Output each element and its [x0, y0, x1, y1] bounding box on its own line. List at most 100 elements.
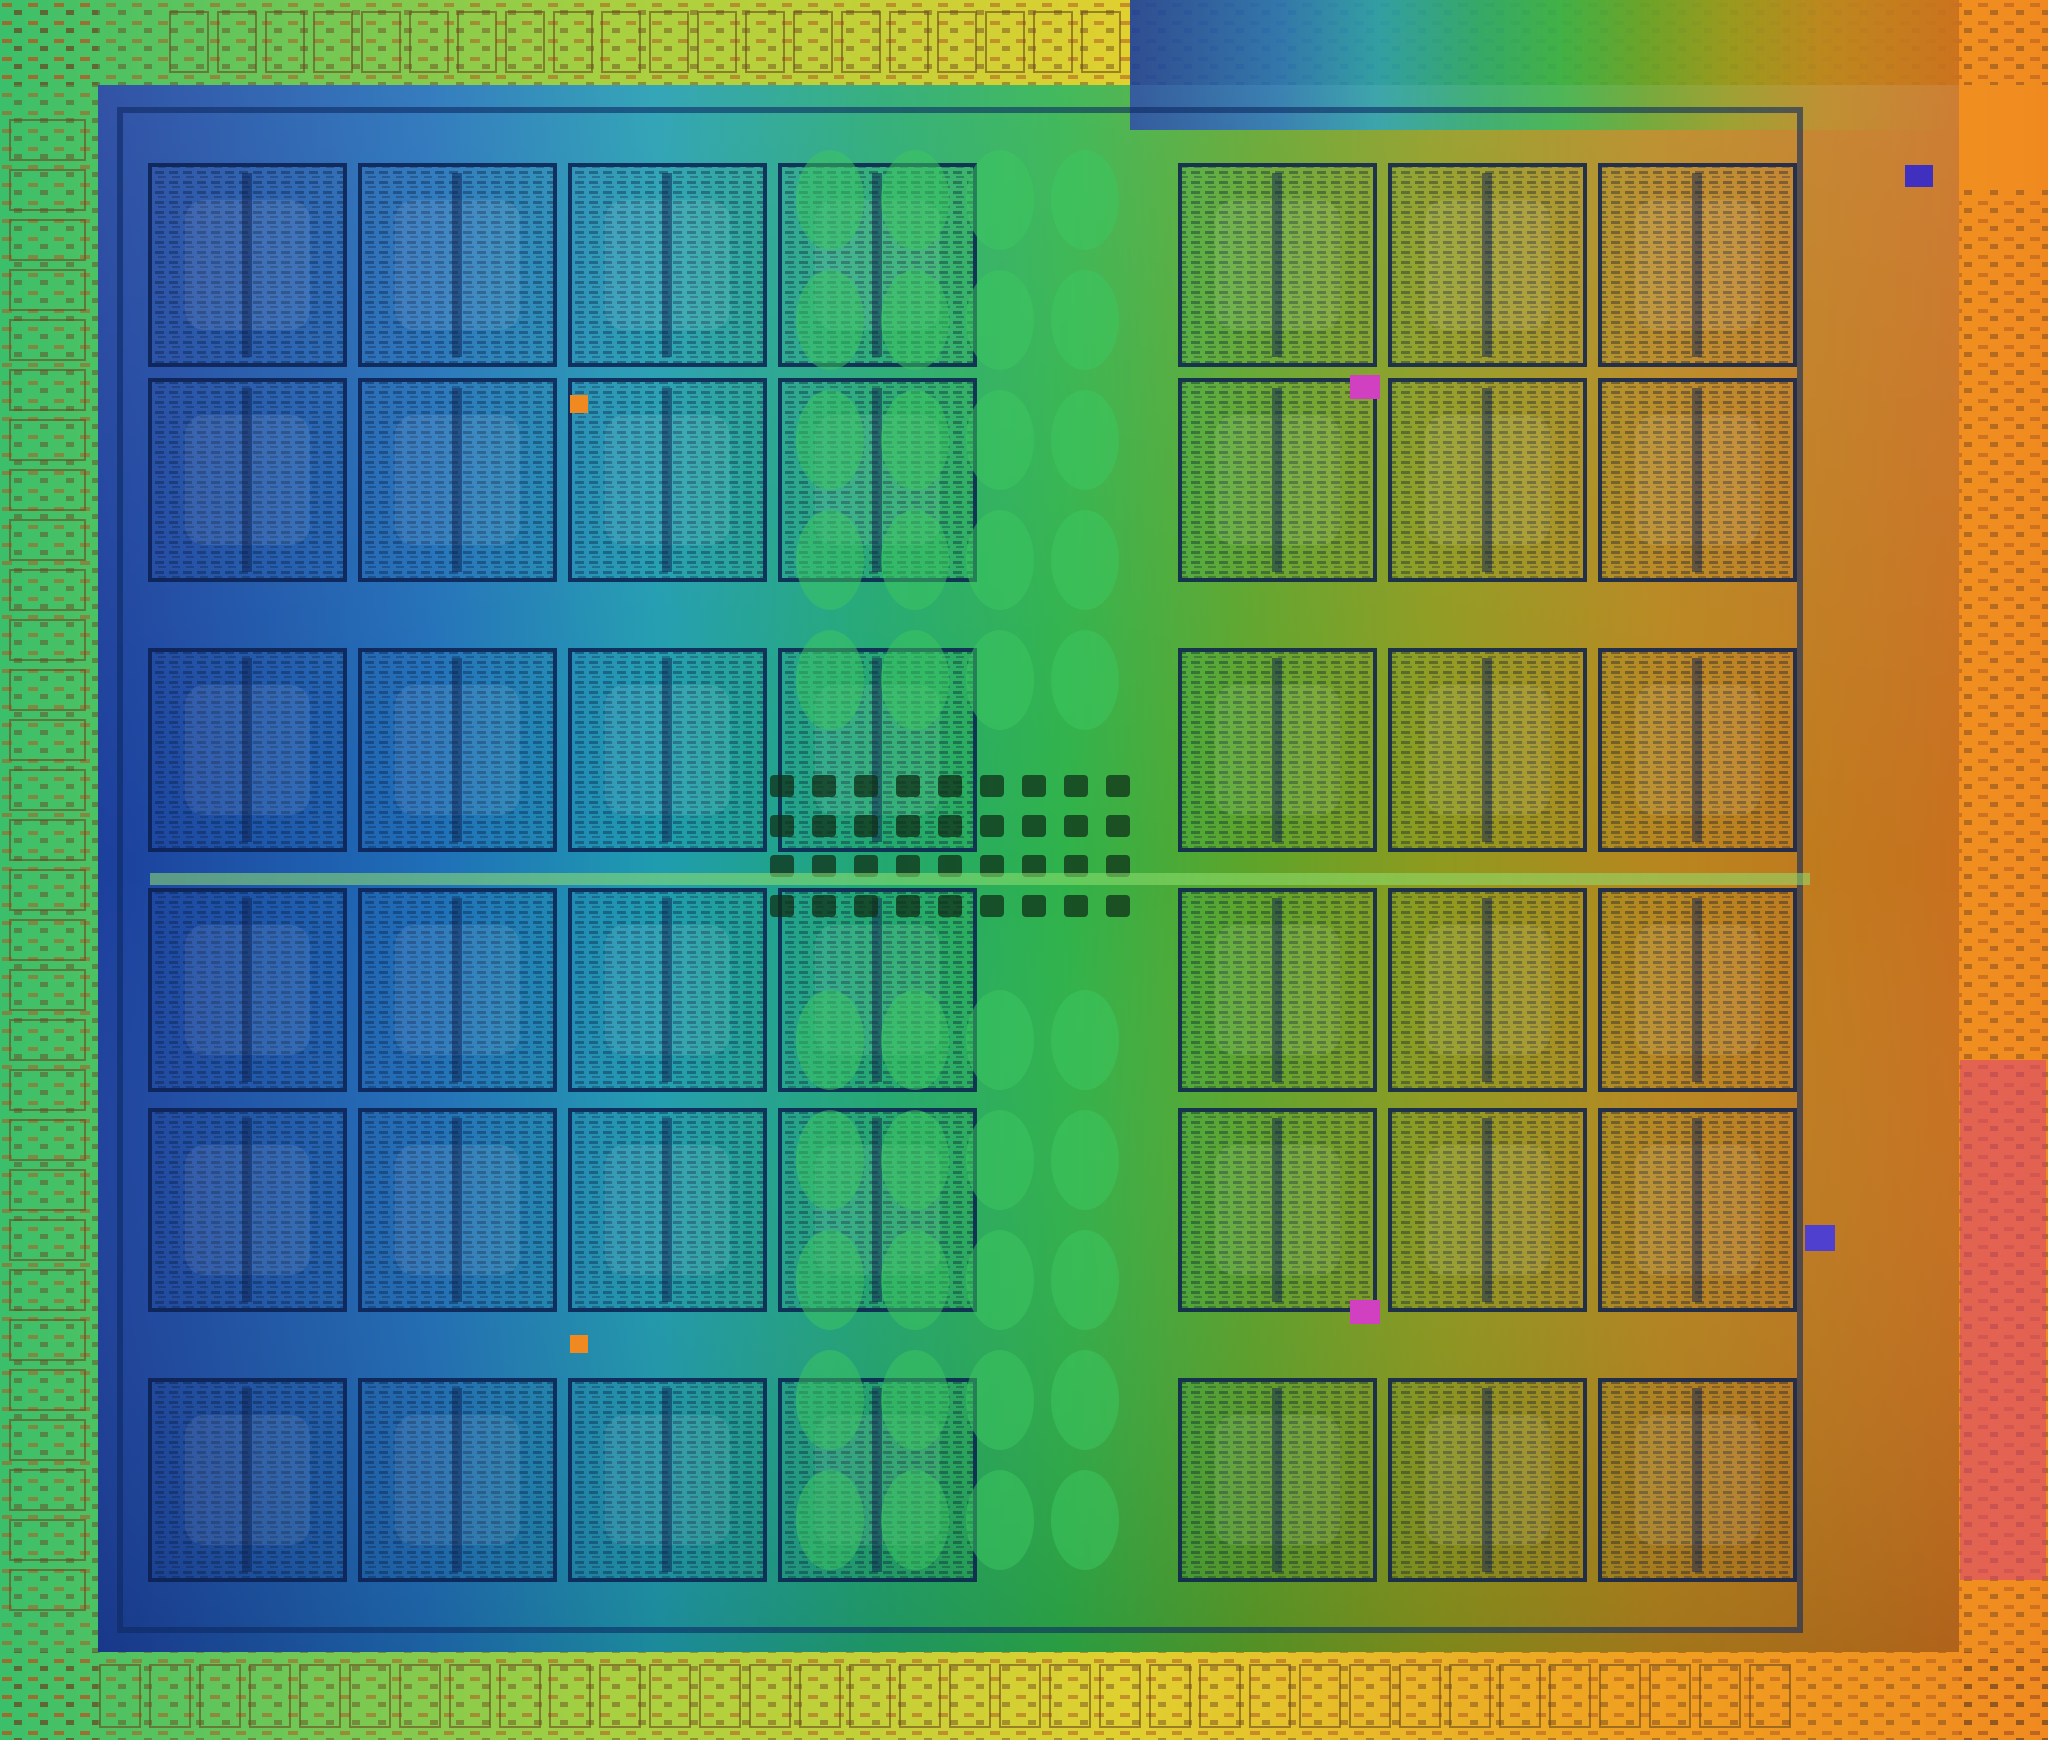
center-blob [966, 990, 1034, 1090]
crossbar-cell [980, 775, 1004, 797]
io-pad [745, 11, 785, 73]
tile-divider [662, 173, 672, 357]
io-pad [9, 119, 86, 161]
center-blob [881, 510, 949, 610]
io-pad [9, 869, 86, 911]
center-blob [881, 390, 949, 490]
center-blob [796, 990, 864, 1090]
crossbar-cell [1022, 855, 1046, 877]
io-pad [937, 11, 977, 73]
tile-divider [1692, 1118, 1702, 1302]
io-pad [949, 1664, 991, 1728]
io-pad [9, 169, 86, 211]
center-blob [881, 1350, 949, 1450]
center-blob [1051, 390, 1119, 490]
io-pad [361, 11, 401, 73]
io-pad [457, 11, 497, 73]
tile-divider [1692, 658, 1702, 842]
tile-divider [1272, 1388, 1282, 1572]
tile-divider [452, 898, 462, 1082]
crossbar-cell [1106, 895, 1130, 917]
io-pad [649, 11, 689, 73]
io-pad [649, 1664, 691, 1728]
crossbar-cell [1064, 775, 1088, 797]
io-pad [601, 11, 641, 73]
marker-block [570, 1335, 588, 1353]
io-pad [1499, 1664, 1541, 1728]
tile-divider [242, 658, 252, 842]
crossbar-cell [854, 775, 878, 797]
tile-divider [242, 173, 252, 357]
center-blob [966, 1350, 1034, 1450]
tile-divider [242, 388, 252, 572]
crossbar-cell [896, 815, 920, 837]
io-pad [99, 1664, 141, 1728]
io-pad [149, 1664, 191, 1728]
crossbar-cell [1064, 815, 1088, 837]
io-pad [9, 569, 86, 611]
tile-divider [1482, 1118, 1492, 1302]
crossbar-cell [854, 855, 878, 877]
center-blob [796, 510, 864, 610]
io-pad [9, 619, 86, 661]
crossbar-cell [1106, 815, 1130, 837]
io-pad [1599, 1664, 1641, 1728]
io-pad [749, 1664, 791, 1728]
center-blob [966, 630, 1034, 730]
io-pad [1699, 1664, 1741, 1728]
crossbar-cell [980, 815, 1004, 837]
marker-block [1350, 375, 1380, 399]
io-pad [841, 11, 881, 73]
crossbar-cell [938, 895, 962, 917]
center-blob [881, 1110, 949, 1210]
crossbar-cell [812, 895, 836, 917]
io-pad [409, 11, 449, 73]
center-blob [796, 150, 864, 250]
crossbar-cell [812, 815, 836, 837]
crossbar-cell [896, 855, 920, 877]
crossbar-cell [938, 855, 962, 877]
io-pad [999, 1664, 1041, 1728]
center-blob [796, 1470, 864, 1570]
io-pad [9, 1569, 86, 1611]
tile-divider [872, 388, 882, 572]
io-pad [1033, 11, 1073, 73]
crossbar-cell [980, 855, 1004, 877]
tile-divider [662, 388, 672, 572]
io-pad [9, 919, 86, 961]
io-pad [9, 1119, 86, 1161]
tile-divider [872, 1388, 882, 1572]
crossbar-cell [770, 815, 794, 837]
crossbar-cell [1022, 815, 1046, 837]
tile-divider [1482, 658, 1492, 842]
center-blob [796, 630, 864, 730]
io-pad [1449, 1664, 1491, 1728]
core-ring-bus [117, 107, 1803, 1633]
io-pad [9, 719, 86, 761]
io-pad [9, 1219, 86, 1261]
tile-array [9, 11, 1797, 1728]
io-pad [697, 11, 737, 73]
tile-divider [1692, 173, 1702, 357]
io-pad [9, 769, 86, 811]
center-blob [796, 1230, 864, 1330]
tile-divider [452, 1118, 462, 1302]
io-pad [1099, 1664, 1141, 1728]
crossbar-cell [1064, 895, 1088, 917]
io-pad [1749, 1664, 1791, 1728]
center-blob [966, 1230, 1034, 1330]
marker-block [1805, 1225, 1835, 1251]
io-pad [9, 1519, 86, 1561]
io-pad [985, 11, 1025, 73]
io-pad [793, 11, 833, 73]
center-blob [1051, 150, 1119, 250]
tile-divider [662, 898, 672, 1082]
io-pad [9, 1169, 86, 1211]
io-pad [549, 1664, 591, 1728]
io-pad [9, 419, 86, 461]
io-pad [1549, 1664, 1591, 1728]
crossbar-cell [854, 895, 878, 917]
io-pad [9, 1419, 86, 1461]
io-pad [553, 11, 593, 73]
